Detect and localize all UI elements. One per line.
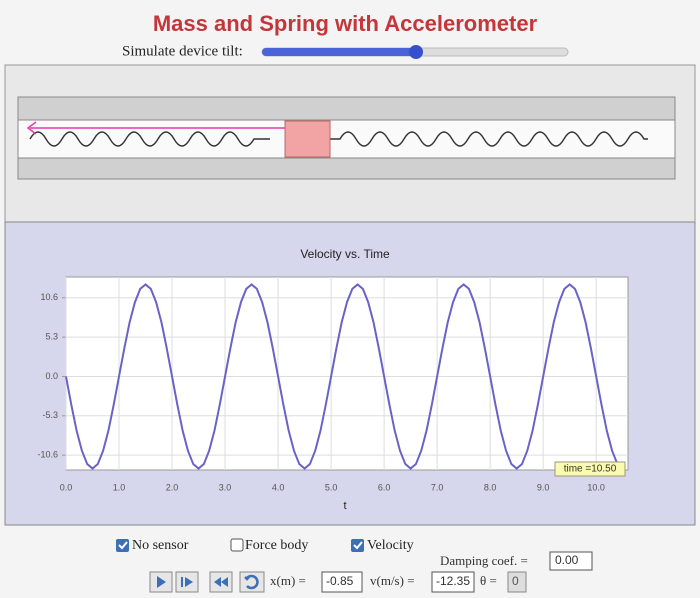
x-tick-label: 6.0 [378, 482, 391, 492]
y-tick-label: -10.6 [37, 450, 58, 460]
v-value: -12.35 [436, 574, 470, 588]
x-tick-label: 7.0 [431, 482, 444, 492]
theta-value: 0 [512, 574, 519, 588]
arrow-head [26, 121, 37, 135]
track-slot [17, 119, 676, 159]
x-tick-label: 3.0 [219, 482, 232, 492]
velocity-line [65, 283, 624, 470]
icon [181, 577, 193, 587]
app-title: Mass and Spring with Accelerometer [153, 11, 538, 36]
y-tick-label: 5.3 [45, 332, 58, 342]
checkbox-label: Force body [245, 538, 308, 553]
icon [244, 574, 259, 590]
x-tick-label: 9.0 [537, 482, 550, 492]
checkbox-label: Velocity [367, 538, 414, 553]
x-output [321, 571, 363, 593]
damping-value: 0.00 [555, 553, 579, 567]
check [353, 541, 363, 550]
checkbox[interactable] [351, 539, 364, 552]
chart-title: Velocity vs. Time [300, 247, 390, 261]
y-tick-label: 10.6 [40, 292, 58, 302]
mass [284, 120, 331, 158]
x-label: x(m) = [270, 573, 306, 588]
v-output [431, 571, 475, 593]
check [118, 541, 128, 550]
theta-input[interactable] [507, 571, 527, 593]
x-value: -0.85 [326, 574, 354, 588]
x-tick-label: 0.0 [60, 482, 73, 492]
damping-label: Damping coef. = [440, 553, 528, 568]
plot: 10.6 5.3 0.0 -5.3 -10.6 0.0 1.0 2.0 3.0 4.0 5.0 6.0… [37, 277, 628, 492]
slider-fill [262, 48, 416, 56]
right-spring [330, 131, 648, 147]
x-tick-label: 8.0 [484, 482, 497, 492]
theta-label: θ = [480, 573, 497, 588]
time-annotation: time =10.50 [564, 464, 617, 475]
x-tick-label: 1.0 [113, 482, 126, 492]
icon [157, 576, 166, 588]
slider-knob[interactable] [409, 45, 423, 59]
x-tick-label: 10.0 [587, 482, 605, 492]
plot-area [65, 276, 629, 471]
y-tick-label: -5.3 [42, 410, 58, 420]
x-axis-label: t [343, 500, 346, 512]
v-label: v(m/s) = [370, 573, 415, 588]
x-tick-label: 5.0 [325, 482, 338, 492]
controls: No sensor Force body Velocity Damping co… [116, 538, 593, 593]
tilt-label: Simulate device tilt: [122, 43, 243, 59]
x-tick-label: 4.0 [272, 482, 285, 492]
checkbox-label: No sensor [132, 538, 189, 553]
time-badge [554, 461, 626, 477]
y-tick-label: 0.0 [45, 371, 58, 381]
checkbox[interactable] [230, 538, 244, 552]
x-tick-label: 2.0 [166, 482, 179, 492]
icon [214, 577, 228, 587]
checkbox[interactable] [116, 539, 129, 552]
left-spring [29, 131, 270, 147]
damping-input[interactable] [549, 551, 593, 571]
